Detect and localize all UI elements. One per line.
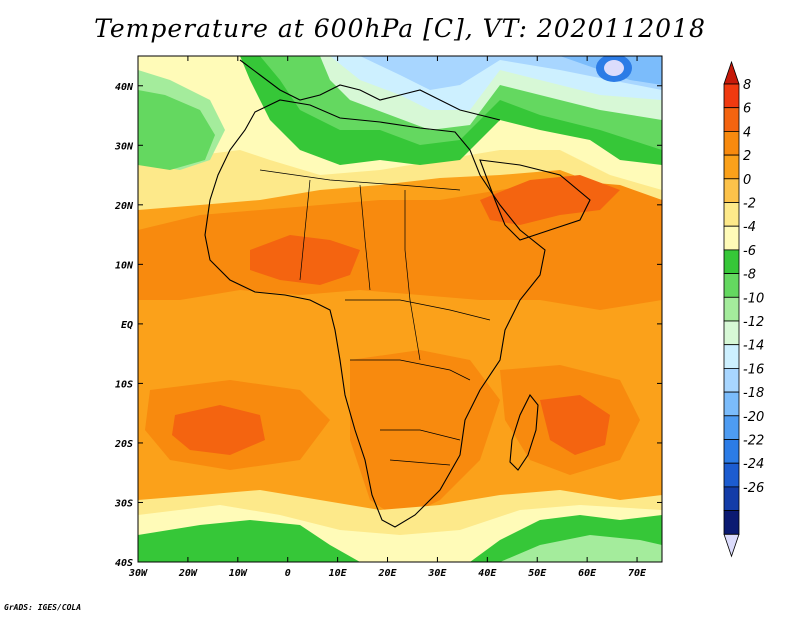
colorbar-box bbox=[723, 296, 740, 322]
lat-tick-label: 10N bbox=[115, 260, 134, 271]
colorbar-label: -6 bbox=[743, 244, 756, 259]
colorbar-label: -2 bbox=[743, 197, 756, 212]
border-line bbox=[350, 359, 471, 381]
lat-tick-label: 30S bbox=[114, 498, 133, 509]
colorbar-label: -22 bbox=[743, 434, 764, 449]
field-west-africa-hot bbox=[250, 235, 360, 285]
lat-tick-label: 20N bbox=[114, 201, 134, 212]
lon-tick-label: 50E bbox=[528, 568, 547, 579]
lat-tick-label: 20S bbox=[114, 439, 133, 450]
colorbar-box bbox=[723, 415, 740, 440]
field-south-lightgreen bbox=[500, 535, 662, 562]
colorbar-top-arrow bbox=[723, 60, 740, 85]
country-borders bbox=[259, 169, 491, 466]
colorbar-box bbox=[723, 202, 740, 227]
colorbar-box bbox=[723, 367, 740, 393]
colorbar: 8 6 4 2 0 -2 -4 -6 -8 -10 -12 -14 -16 -18 -20 -22 -24 -26 bbox=[723, 60, 764, 558]
lon-tick-label: 0 bbox=[285, 568, 291, 579]
credit-text: GrADS: IGES/COLA bbox=[4, 603, 82, 612]
plot-frame bbox=[137, 55, 663, 563]
colorbar-label: 2 bbox=[743, 149, 751, 164]
lon-tick-label: 20E bbox=[377, 568, 397, 579]
colorbar-box bbox=[723, 344, 740, 369]
colorbar-label: 0 bbox=[743, 173, 751, 188]
colorbar-label: -14 bbox=[743, 339, 764, 354]
lat-tick-label: 40N bbox=[115, 82, 134, 93]
colorbar-label: -4 bbox=[743, 220, 756, 235]
lon-tick-label: 30W bbox=[128, 568, 148, 579]
colorbar-box bbox=[723, 462, 740, 488]
colorbar-bottom-arrow bbox=[723, 533, 740, 558]
colorbar-label: 8 bbox=[743, 78, 751, 93]
field-cold-core-inner bbox=[604, 60, 624, 76]
lon-tick-label: 60E bbox=[578, 568, 597, 579]
lat-tick-label: EQ bbox=[121, 320, 133, 331]
field-south-green bbox=[138, 520, 360, 562]
europe-coast bbox=[239, 59, 501, 121]
field-southern-africa-warm bbox=[350, 350, 500, 520]
border-line bbox=[299, 179, 311, 281]
colorbar-box bbox=[723, 178, 740, 203]
colorbar-box bbox=[723, 486, 740, 511]
madagascar-outline bbox=[509, 393, 539, 471]
colorbar-label: 4 bbox=[743, 125, 751, 140]
lon-tick-label: 20W bbox=[178, 568, 198, 579]
border-line bbox=[345, 299, 491, 321]
colorbar-box bbox=[723, 83, 740, 109]
lon-tick-label: 40E bbox=[478, 568, 497, 579]
border-line bbox=[359, 184, 371, 291]
colorbar-box bbox=[723, 225, 740, 251]
border-line bbox=[404, 190, 421, 361]
colorbar-label: 6 bbox=[743, 102, 751, 117]
border-line bbox=[259, 169, 461, 191]
colorbar-label: -18 bbox=[743, 386, 764, 401]
colorbar-label: -16 bbox=[743, 362, 764, 377]
lon-tick-label: 30E bbox=[427, 568, 447, 579]
border-line bbox=[380, 429, 461, 441]
map-title: Temperature at 600hPa [C], VT: 202011201… bbox=[94, 14, 706, 43]
colorbar-box bbox=[723, 439, 740, 464]
arabia-outline bbox=[479, 159, 591, 241]
colorbar-box bbox=[723, 107, 740, 132]
colorbar-box bbox=[723, 154, 740, 180]
colorbar-box bbox=[723, 273, 740, 298]
colorbar-box bbox=[723, 391, 740, 417]
lon-tick-label: 70E bbox=[628, 568, 647, 579]
border-line bbox=[389, 459, 451, 466]
field-indian-ocean-hot bbox=[540, 395, 610, 455]
latitude-axis: 40N 30N 20N 10N EQ 10S 20S 30S 40S bbox=[114, 82, 662, 569]
colorbar-label: -20 bbox=[743, 410, 764, 425]
coastlines bbox=[204, 59, 591, 528]
temperature-field bbox=[138, 56, 662, 562]
field-south-atlantic-hot bbox=[172, 405, 265, 455]
colorbar-box bbox=[723, 130, 740, 156]
lon-tick-label: 10W bbox=[229, 568, 248, 579]
lat-tick-label: 30N bbox=[114, 141, 134, 152]
africa-outline bbox=[204, 99, 546, 528]
field-arabia-hot bbox=[480, 175, 620, 225]
colorbar-box bbox=[723, 320, 740, 346]
lat-tick-label: 40S bbox=[115, 558, 133, 569]
colorbar-label: -24 bbox=[743, 457, 764, 472]
lat-tick-label: 10S bbox=[115, 379, 133, 390]
longitude-axis: 30W 20W 10W 0 10E 20E 30E 40E 50E 60E 70E bbox=[128, 56, 647, 579]
colorbar-label: -26 bbox=[743, 481, 764, 496]
colorbar-box bbox=[723, 249, 740, 274]
lon-tick-label: 10E bbox=[329, 568, 348, 579]
colorbar-label: -8 bbox=[743, 268, 756, 283]
colorbar-label: -10 bbox=[743, 291, 764, 306]
field-atlantic-green bbox=[138, 90, 215, 170]
colorbar-box bbox=[723, 510, 740, 535]
colorbar-label: -12 bbox=[743, 315, 764, 330]
